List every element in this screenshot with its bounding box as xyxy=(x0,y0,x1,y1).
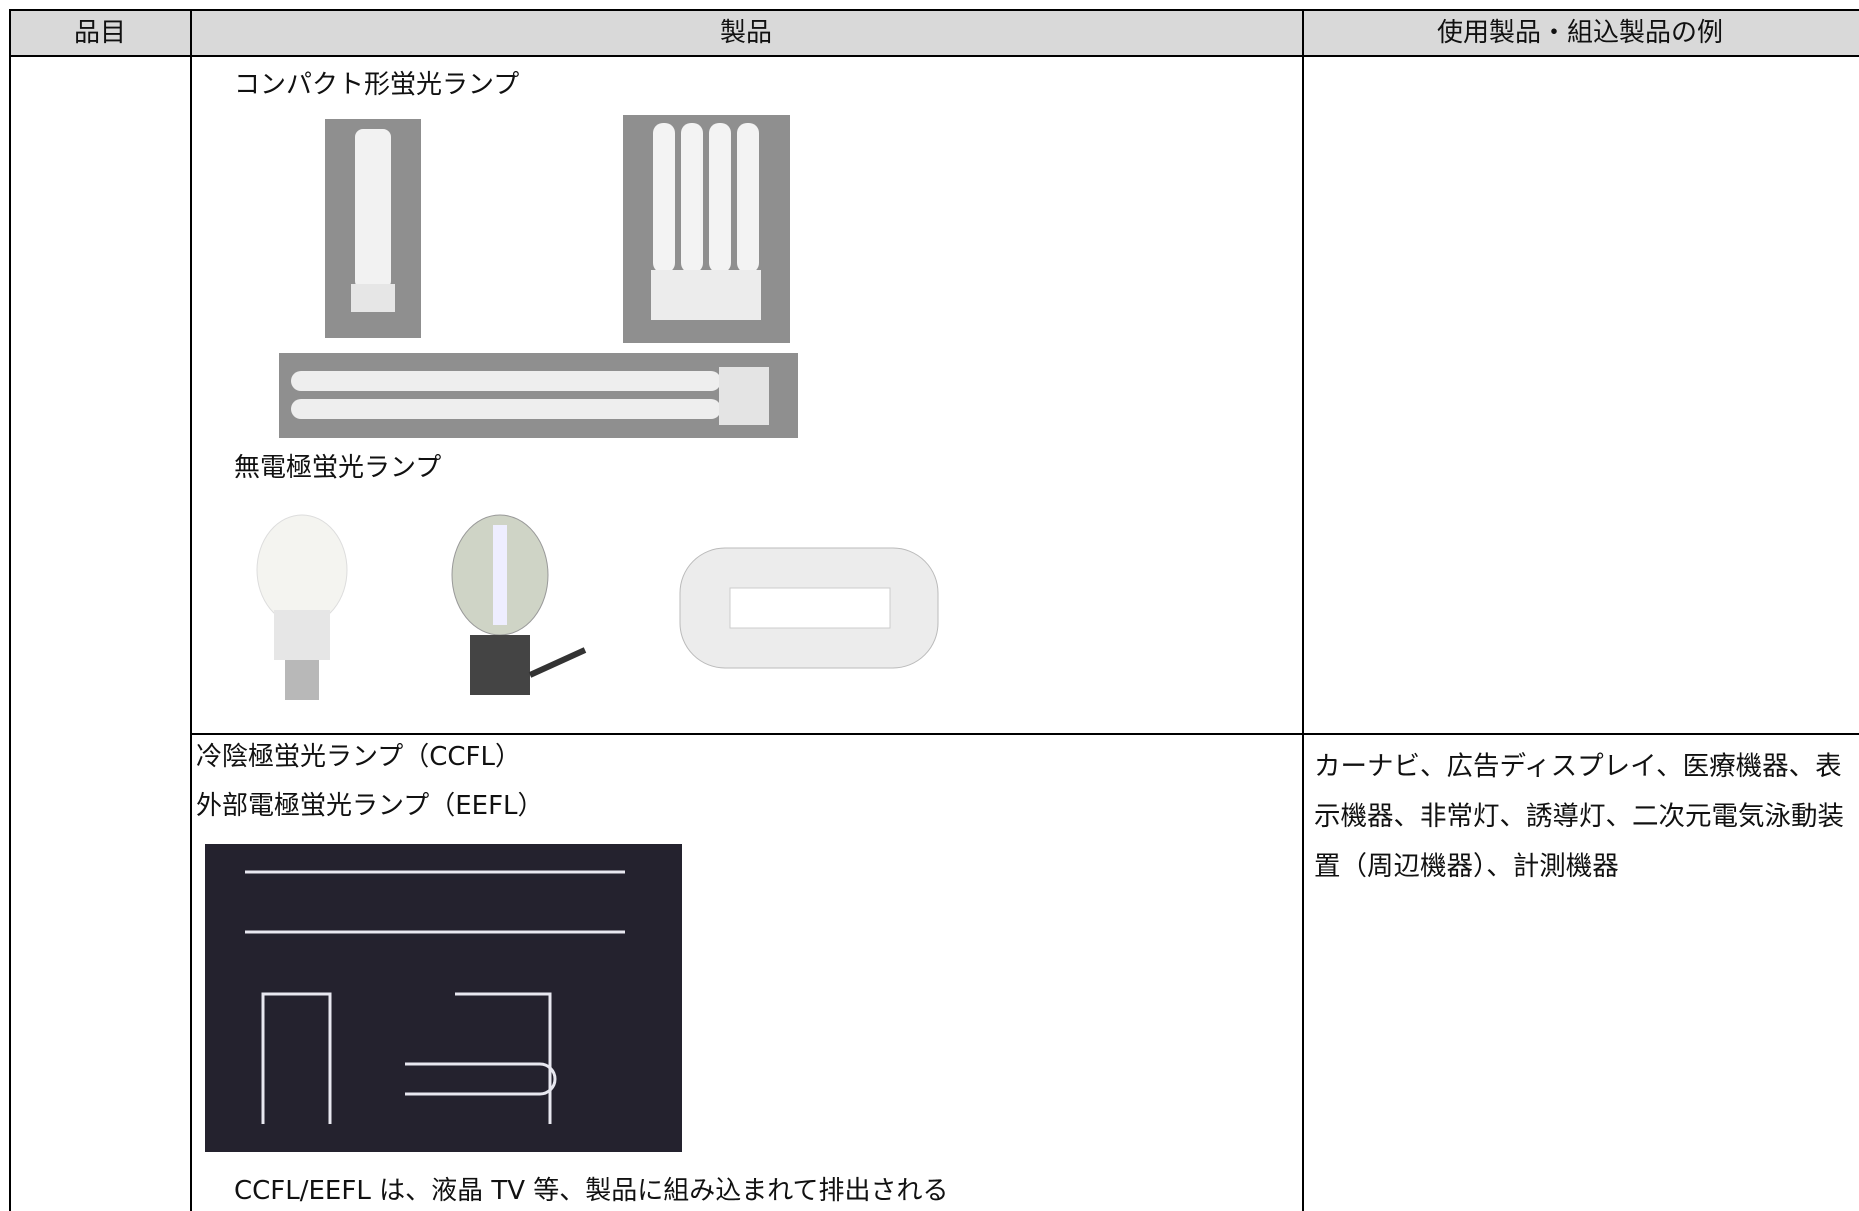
lamp-photo xyxy=(451,514,587,695)
rule xyxy=(190,733,1859,735)
rule xyxy=(9,9,1859,11)
rule xyxy=(9,9,11,1211)
header-row xyxy=(9,9,1859,55)
product-label: コンパクト形蛍光ランプ xyxy=(234,70,520,100)
rule xyxy=(190,9,192,1211)
product-label: 冷陰極蛍光ランプ（CCFL） xyxy=(196,742,521,772)
product-label: 外部電極蛍光ランプ（EEFL） xyxy=(196,791,544,821)
lamp-photo xyxy=(205,844,682,1152)
rule xyxy=(1302,9,1304,1211)
note: CCFL/EEFL は、液晶 TV 等、製品に組み込まれて排出される xyxy=(234,1176,949,1206)
product-label: 無電極蛍光ランプ xyxy=(234,453,442,483)
lamp-photo xyxy=(679,547,939,669)
header-cell: 品目 xyxy=(73,18,127,48)
header-cell: 使用製品・組込製品の例 xyxy=(1436,18,1724,48)
lamp-photo xyxy=(623,115,790,343)
lamp-photo xyxy=(256,514,348,700)
lamp-photo xyxy=(325,119,421,338)
lamp-photo xyxy=(279,353,798,438)
examples: カーナビ、広告ディスプレイ、医療機器、表示機器、非常灯、誘導灯、二次元電気泳動装… xyxy=(1314,751,1844,882)
header-cell: 製品 xyxy=(719,18,773,48)
rule xyxy=(9,55,1859,57)
